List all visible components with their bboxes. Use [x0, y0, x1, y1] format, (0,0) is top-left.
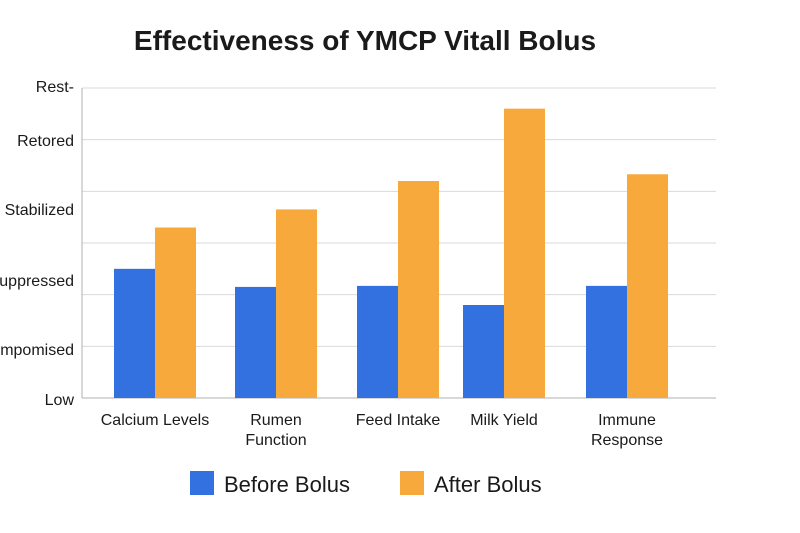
x-tick-label: Feed Intake [356, 412, 441, 429]
legend-swatch [400, 471, 424, 495]
bar-before-3 [357, 285, 398, 398]
y-tick-label: Stabilized [5, 202, 74, 219]
bar-after-1 [155, 227, 196, 398]
y-tick-label: Low [45, 392, 75, 409]
legend: Before Bolus After Bolus [190, 471, 542, 497]
bar-after-4 [504, 108, 545, 399]
y-tick-label: Retored [17, 133, 74, 150]
x-tick-label: Milk Yield [470, 412, 538, 429]
x-axis-tick-labels: Calcium Levels Rumen Function Feed Intake Mi… [101, 412, 663, 449]
bar-before-1 [114, 268, 155, 398]
y-tick-label: uppressed [0, 273, 74, 290]
legend-swatch [190, 471, 214, 495]
x-tick-label: Calcium Levels [101, 412, 209, 429]
x-tick-label: Immune Response [591, 412, 663, 449]
bar-before-4 [463, 305, 504, 398]
chart-title: Effectiveness of YMCP Vitall Bolus [134, 25, 596, 56]
y-tick-label: Rest- [36, 79, 74, 96]
bar-after-2 [276, 209, 317, 398]
y-axis-tick-labels: Low ompomised uppressed Stabilized Retored Re… [0, 79, 74, 409]
legend-label: Before Bolus [224, 472, 350, 497]
bar-before-5 [586, 285, 627, 398]
bars [114, 108, 668, 399]
bar-after-5 [627, 174, 668, 398]
legend-label: After Bolus [434, 472, 542, 497]
bar-before-2 [235, 286, 276, 398]
y-tick-label: ompomised [0, 342, 74, 359]
bar-after-3 [398, 181, 439, 398]
x-tick-label: Rumen Function [245, 412, 306, 449]
